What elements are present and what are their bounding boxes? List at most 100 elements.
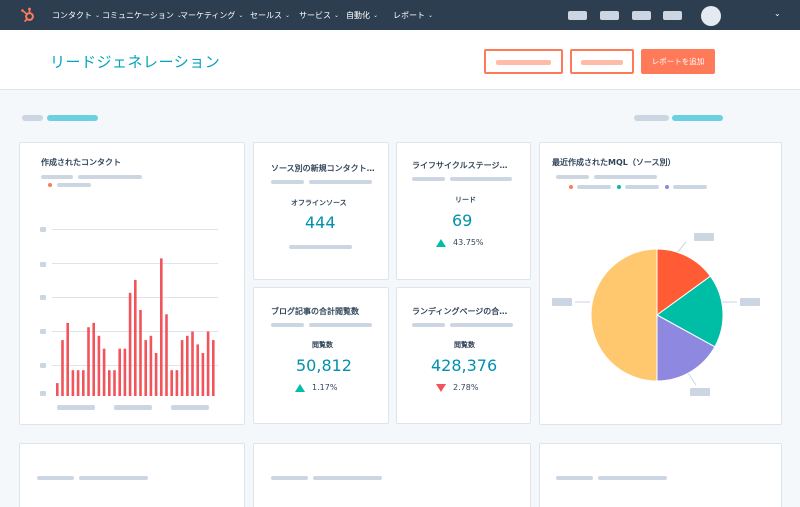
chart-bar [165, 314, 168, 396]
chart-bar [61, 340, 64, 396]
subtitle-placeholder [271, 323, 304, 327]
metric-value: 50,812 [296, 356, 352, 375]
nav-item-sales[interactable]: セールス ⌄ [250, 8, 290, 22]
chart-bar [191, 331, 194, 396]
title-placeholder [313, 476, 382, 480]
subtitle-placeholder [78, 175, 142, 179]
filter-placeholder[interactable] [672, 115, 723, 121]
trend-down-icon [436, 383, 446, 392]
chevron-down-icon: ⌄ [238, 11, 244, 19]
y-tick [40, 262, 46, 267]
nav-utility-button[interactable] [600, 11, 619, 20]
nav-item-automation[interactable]: 自動化 ⌄ [346, 8, 378, 22]
nav-item-contacts[interactable]: コンタクト ⌄ [52, 8, 100, 22]
subtitle-placeholder [412, 177, 445, 181]
card-title: 作成されたコンタクト [41, 158, 121, 167]
chart-bar [154, 353, 158, 396]
contacts-bar-chart [56, 258, 215, 396]
title-placeholder [598, 476, 667, 480]
card-title: 最近作成されたMQL（ソース別） [552, 158, 676, 167]
nav-item-label: 自動化 [346, 10, 370, 20]
chart-bar [180, 340, 184, 396]
pie-label-placeholder [690, 388, 710, 396]
chart-bar [82, 370, 85, 396]
chevron-down-icon[interactable]: ⌄ [774, 9, 781, 18]
landing-pages-card [396, 287, 531, 424]
subtitle-placeholder [309, 323, 372, 327]
metric-value: 69 [452, 211, 473, 230]
metric-value: 444 [305, 213, 336, 232]
nav-utility-button[interactable] [632, 11, 651, 20]
subtitle-placeholder [412, 323, 445, 327]
chart-bar [139, 310, 142, 396]
filter-placeholder[interactable] [634, 115, 669, 121]
chart-bar [144, 340, 147, 396]
page-title: リードジェネレーション [50, 53, 221, 71]
pie-slice [656, 275, 724, 348]
card-title: ブログ記事の合計閲覧数 [271, 307, 359, 316]
subtitle-placeholder [309, 180, 372, 184]
subtitle-placeholder [556, 175, 589, 179]
gridline [52, 263, 218, 264]
chart-bar [206, 331, 210, 396]
header-action-button[interactable] [484, 49, 563, 74]
trend-value: 1.17% [312, 383, 338, 392]
subtitle-placeholder [450, 323, 513, 327]
nav-item-service[interactable]: サービス ⌄ [299, 8, 339, 22]
nav-item-label: レポート [393, 10, 425, 20]
lifecycle-stage-card [396, 142, 531, 280]
chart-bar [56, 383, 59, 396]
nav-item-communications[interactable]: コミュニケーション ⌄ [102, 8, 182, 22]
chevron-down-icon: ⌄ [95, 11, 101, 19]
x-tick [171, 405, 209, 410]
add-report-button[interactable]: レポートを追加 [641, 49, 715, 74]
chart-bar [97, 335, 101, 396]
gridline [52, 229, 218, 230]
legend-dot [665, 185, 669, 189]
avatar[interactable] [701, 6, 721, 26]
nav-utility-button[interactable] [663, 11, 682, 20]
chart-bar [76, 370, 80, 396]
title-placeholder [79, 476, 148, 480]
filter-placeholder[interactable] [22, 115, 43, 121]
pie-label-placeholder [740, 298, 760, 306]
chart-bar [128, 292, 132, 396]
nav-item-label: サービス [299, 10, 331, 20]
trend-indicator: 2.78% [436, 383, 478, 392]
trend-value: 2.78% [453, 383, 479, 392]
chart-bar [160, 258, 163, 396]
chart-bar [92, 322, 95, 396]
nav-item-label: コンタクト [52, 10, 92, 20]
hubspot-logo-icon[interactable] [20, 7, 36, 23]
chart-bar [102, 348, 106, 396]
legend-placeholder [577, 185, 611, 189]
card-title: ソース別の新規コンタクト… [271, 164, 375, 173]
legend-placeholder [673, 185, 707, 189]
nav-utility-button[interactable] [568, 11, 587, 20]
legend-dot [48, 183, 52, 187]
card-title: ライフサイクルステージ… [412, 161, 508, 170]
y-tick [40, 363, 46, 368]
nav-item-label: セールス [250, 10, 282, 20]
chart-bar [134, 279, 137, 396]
report-card [253, 443, 531, 507]
y-tick [40, 295, 46, 300]
pie-label-placeholder [552, 298, 572, 306]
report-card [19, 443, 245, 507]
pie-slice [656, 248, 712, 316]
nav-item-reports[interactable]: レポート ⌄ [393, 8, 433, 22]
chart-bar [113, 370, 116, 396]
filter-placeholder[interactable] [47, 115, 98, 121]
button-placeholder [581, 60, 623, 65]
chart-bar [196, 344, 199, 396]
nav-item-marketing[interactable]: マーケティング ⌄ [180, 8, 243, 22]
header-action-button[interactable] [570, 49, 634, 74]
footer-placeholder [289, 245, 352, 249]
chart-bar [170, 370, 173, 396]
metric-value: 428,376 [431, 356, 498, 375]
nav-item-label: マーケティング [180, 10, 236, 20]
chevron-down-icon: ⌄ [428, 11, 434, 19]
y-tick [40, 227, 46, 232]
chart-bar [175, 370, 179, 396]
chevron-down-icon: ⌄ [176, 11, 182, 19]
